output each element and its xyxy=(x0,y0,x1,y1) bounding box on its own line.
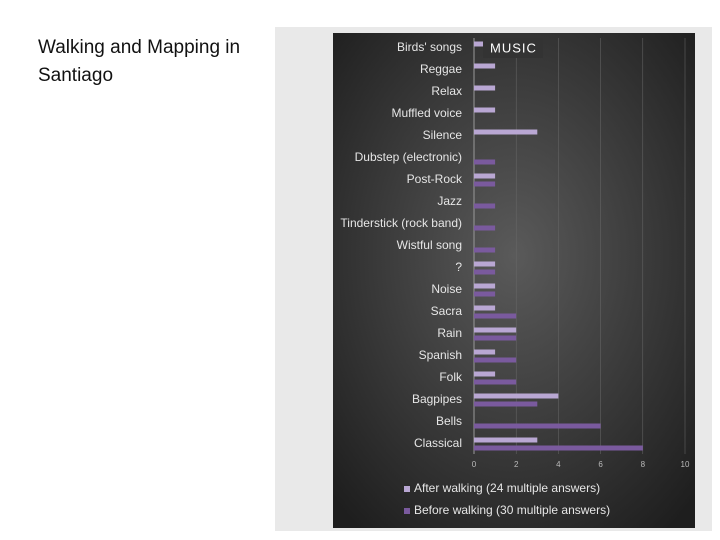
bar xyxy=(474,327,517,333)
y-tick-label: Reggae xyxy=(420,62,462,76)
bar xyxy=(474,401,538,407)
y-tick-label: Bagpipes xyxy=(412,392,462,406)
bar xyxy=(474,269,496,275)
title-box xyxy=(483,38,543,58)
bar xyxy=(474,129,538,135)
bar xyxy=(474,445,643,451)
bar xyxy=(474,261,496,267)
bar xyxy=(474,313,517,319)
y-tick-label: Classical xyxy=(414,436,462,450)
y-tick-label: Dubstep (electronic) xyxy=(355,150,462,164)
x-tick-label: 10 xyxy=(681,460,690,469)
y-tick-label: ? xyxy=(455,260,462,274)
y-tick-label: Silence xyxy=(423,128,463,142)
bar xyxy=(474,371,496,377)
y-tick-label: Post-Rock xyxy=(407,172,463,186)
bar xyxy=(474,349,496,355)
bar xyxy=(474,437,538,443)
bar xyxy=(474,159,496,165)
x-tick-label: 8 xyxy=(641,460,646,469)
legend-label: Before walking (30 multiple answers) xyxy=(414,503,610,517)
bar xyxy=(474,335,517,341)
bar xyxy=(474,225,496,231)
bar xyxy=(474,63,496,69)
bar xyxy=(474,85,496,91)
x-tick-label: 2 xyxy=(514,460,519,469)
y-tick-label: Relax xyxy=(431,84,462,98)
y-tick-label: Jazz xyxy=(437,194,462,208)
legend-swatch xyxy=(404,486,410,492)
bar xyxy=(474,393,559,399)
y-tick-label: Tinderstick (rock band) xyxy=(340,216,462,230)
bar xyxy=(474,173,496,179)
y-tick-label: Muffled voice xyxy=(392,106,463,120)
y-tick-label: Bells xyxy=(436,414,462,428)
x-tick-label: 0 xyxy=(472,460,477,469)
chart-title: MUSIC xyxy=(490,40,537,55)
x-tick-label: 6 xyxy=(598,460,603,469)
bar xyxy=(474,203,496,209)
slide-title: Walking and Mapping in Santiago xyxy=(38,37,241,86)
y-tick-label: Sacra xyxy=(431,304,463,318)
legend-label: After walking (24 multiple answers) xyxy=(414,481,600,495)
legend-swatch xyxy=(404,508,410,514)
bar xyxy=(474,181,496,187)
bar xyxy=(474,247,496,253)
y-tick-label: Birds' songs xyxy=(397,40,462,54)
plot-background xyxy=(333,33,695,528)
y-tick-label: Spanish xyxy=(419,348,462,362)
y-tick-label: Rain xyxy=(437,326,462,340)
bar xyxy=(474,107,496,113)
y-tick-label: Noise xyxy=(431,282,462,296)
bar xyxy=(474,379,517,385)
bar xyxy=(474,423,601,429)
bar xyxy=(474,357,517,363)
y-tick-label: Wistful song xyxy=(397,238,462,252)
y-tick-label: Folk xyxy=(439,370,463,384)
x-tick-label: 4 xyxy=(556,460,561,469)
bar xyxy=(474,291,496,297)
bar xyxy=(474,305,496,311)
bar xyxy=(474,283,496,289)
